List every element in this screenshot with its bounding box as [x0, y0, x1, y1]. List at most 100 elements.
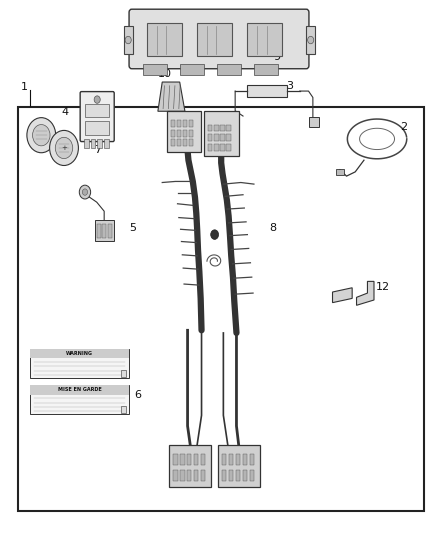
Bar — [250, 470, 254, 481]
Bar — [180, 470, 184, 481]
Bar — [95, 220, 114, 241]
FancyBboxPatch shape — [80, 92, 114, 142]
Bar — [306, 26, 315, 54]
Bar — [189, 120, 193, 127]
Bar — [30, 385, 129, 414]
Bar — [222, 470, 226, 481]
Bar — [243, 454, 247, 465]
Bar — [177, 130, 181, 137]
Bar — [187, 454, 191, 465]
Bar — [194, 454, 198, 465]
FancyBboxPatch shape — [129, 9, 309, 69]
Bar — [247, 23, 283, 56]
Bar — [229, 454, 233, 465]
Bar — [217, 64, 241, 75]
Bar — [170, 140, 175, 147]
Bar — [97, 139, 102, 148]
Polygon shape — [158, 82, 185, 111]
Text: 8: 8 — [269, 223, 276, 233]
Circle shape — [307, 36, 314, 44]
Bar — [183, 130, 187, 137]
Bar — [85, 104, 110, 117]
Bar — [220, 125, 225, 132]
Bar — [177, 120, 181, 127]
FancyBboxPatch shape — [204, 111, 239, 156]
Bar — [236, 454, 240, 465]
Bar — [208, 144, 212, 151]
Bar — [220, 134, 225, 141]
Text: 6: 6 — [134, 390, 141, 400]
Bar — [250, 454, 254, 465]
Bar — [183, 120, 187, 127]
Circle shape — [27, 118, 56, 153]
Circle shape — [82, 189, 88, 195]
Text: 3: 3 — [287, 81, 293, 91]
Bar — [220, 144, 225, 151]
Bar — [226, 134, 231, 141]
Bar — [308, 117, 319, 127]
Circle shape — [211, 230, 219, 239]
Bar — [187, 470, 191, 481]
Bar — [84, 139, 89, 148]
Bar — [183, 140, 187, 147]
Text: 2: 2 — [400, 122, 407, 132]
Bar — [121, 369, 127, 376]
Text: 9: 9 — [274, 52, 281, 61]
Bar — [97, 224, 101, 238]
Bar — [247, 85, 287, 98]
Text: 5: 5 — [130, 223, 137, 233]
Bar — [170, 130, 175, 137]
Bar — [229, 470, 233, 481]
Bar — [189, 140, 193, 147]
Text: 4: 4 — [61, 107, 68, 117]
Polygon shape — [357, 281, 374, 305]
Text: 1: 1 — [21, 82, 28, 92]
Bar — [121, 406, 127, 413]
Circle shape — [49, 131, 78, 165]
Circle shape — [55, 138, 73, 159]
Text: 10: 10 — [157, 69, 171, 79]
Bar — [147, 23, 182, 56]
FancyBboxPatch shape — [169, 445, 211, 487]
Bar — [214, 144, 219, 151]
Text: +: + — [61, 146, 67, 151]
Bar — [30, 385, 129, 394]
Bar — [30, 349, 129, 359]
FancyBboxPatch shape — [166, 111, 201, 152]
Bar — [180, 454, 184, 465]
Bar — [124, 26, 133, 54]
Text: MISE EN GARDE: MISE EN GARDE — [58, 387, 101, 392]
Bar — [173, 454, 177, 465]
Bar — [208, 125, 212, 132]
FancyBboxPatch shape — [218, 445, 260, 487]
Bar — [201, 470, 205, 481]
Bar — [236, 470, 240, 481]
Bar — [180, 64, 204, 75]
Bar — [170, 120, 175, 127]
Bar — [226, 125, 231, 132]
Bar — [143, 64, 166, 75]
Text: 12: 12 — [376, 282, 390, 292]
Polygon shape — [332, 288, 352, 303]
Bar — [214, 125, 219, 132]
Bar — [102, 224, 106, 238]
Circle shape — [125, 36, 131, 44]
Bar — [104, 139, 109, 148]
Bar — [189, 130, 193, 137]
Circle shape — [79, 185, 91, 199]
Bar — [108, 224, 112, 238]
Bar — [177, 140, 181, 147]
Bar — [243, 470, 247, 481]
Bar — [85, 122, 110, 135]
Bar — [194, 470, 198, 481]
Bar — [254, 64, 278, 75]
Bar — [173, 470, 177, 481]
Text: 7: 7 — [95, 144, 102, 155]
Bar — [226, 144, 231, 151]
Bar — [197, 23, 232, 56]
Bar — [214, 134, 219, 141]
Bar — [336, 168, 344, 175]
Bar — [30, 349, 129, 378]
Bar — [208, 134, 212, 141]
Circle shape — [94, 96, 100, 103]
